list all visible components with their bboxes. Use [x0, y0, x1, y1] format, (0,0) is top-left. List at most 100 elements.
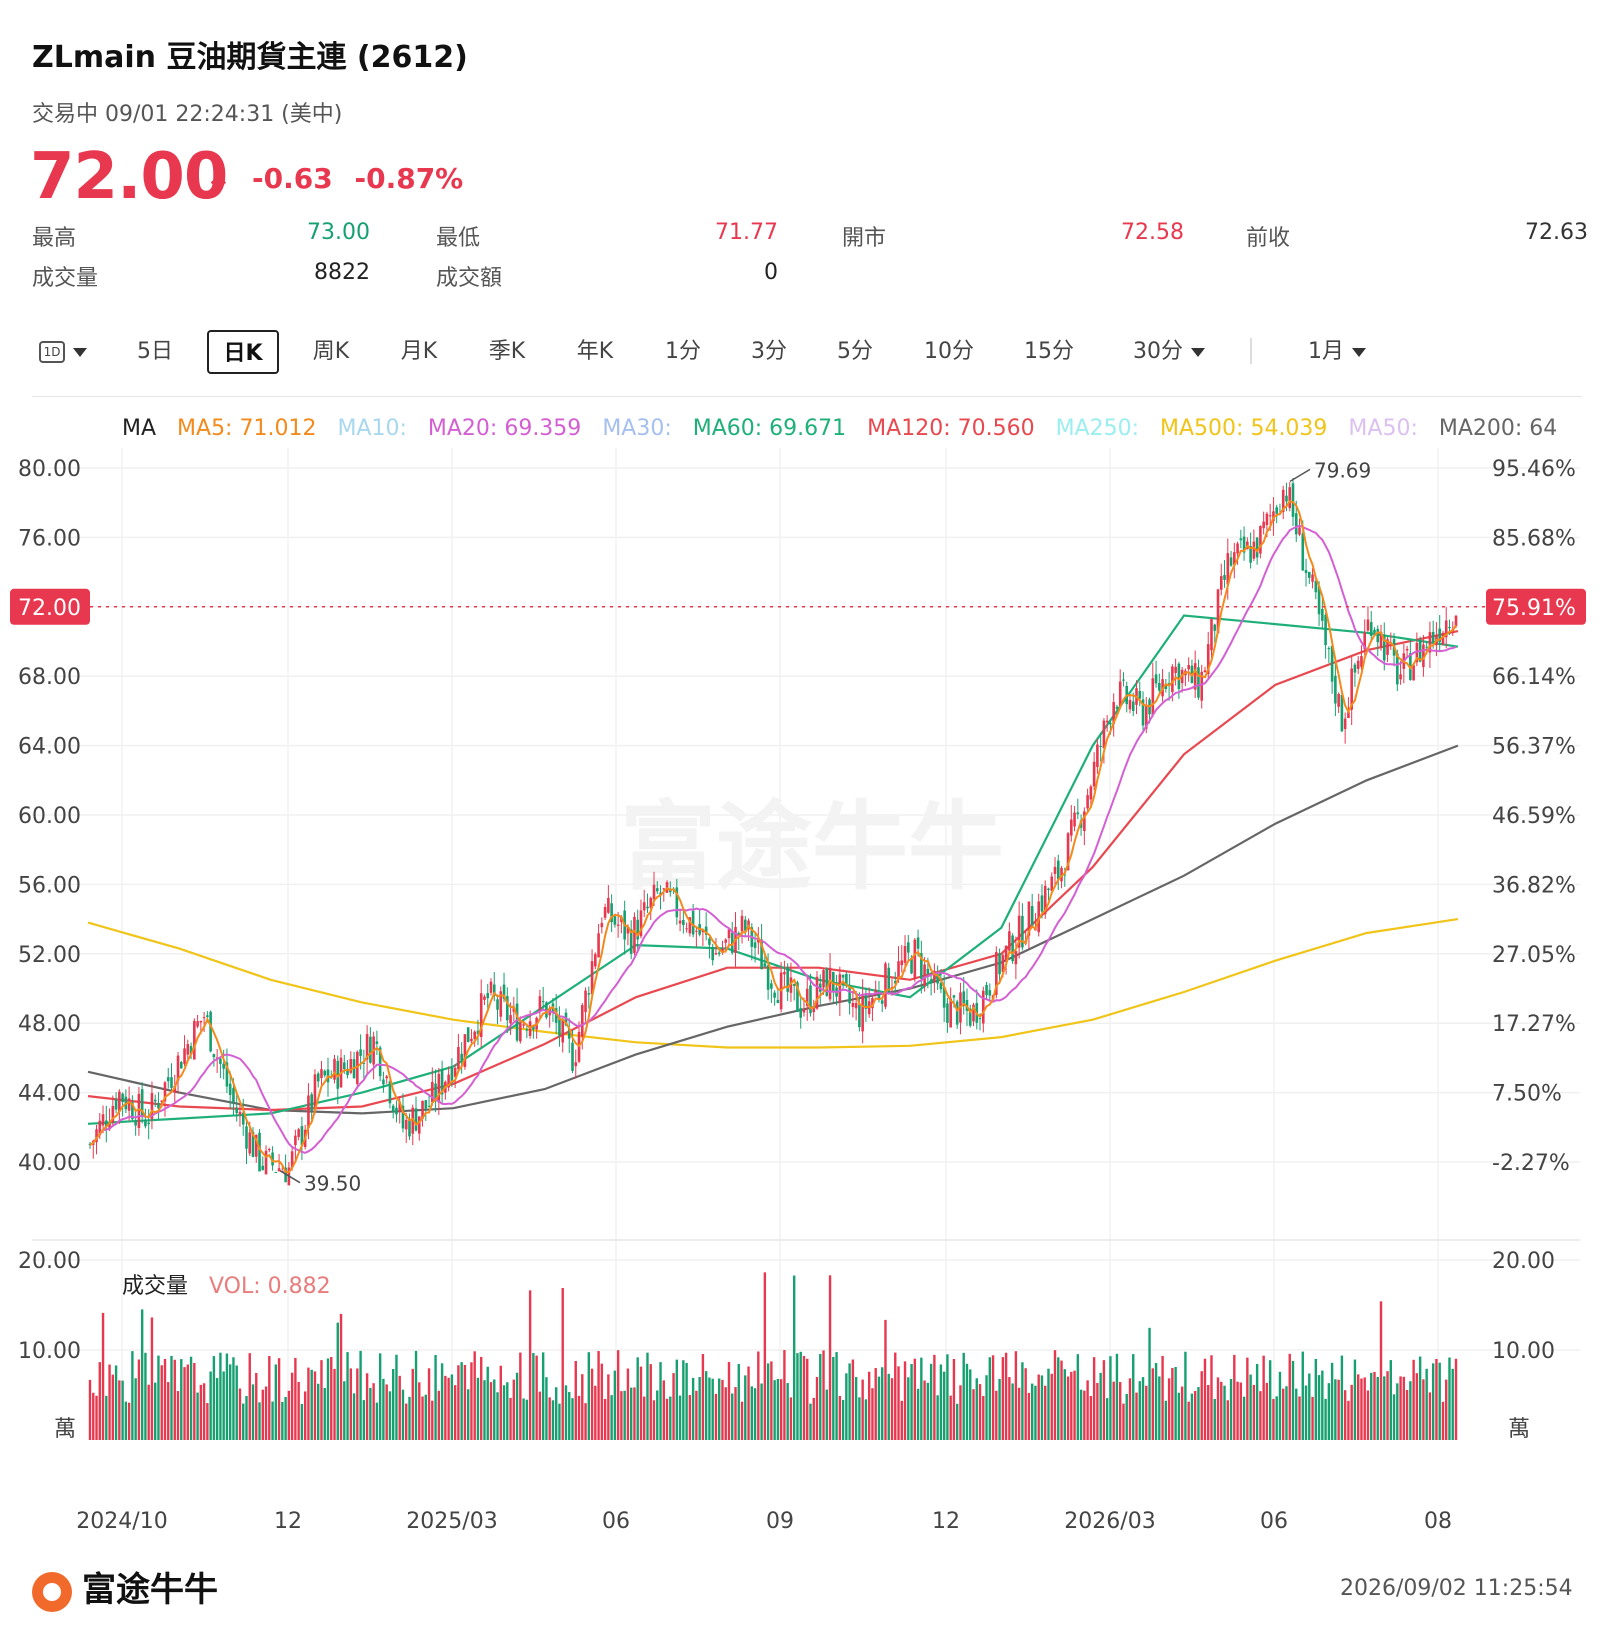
candle [476, 1030, 480, 1035]
volume-bar [551, 1400, 555, 1440]
tab-1min[interactable]: 1分 [665, 339, 701, 364]
candle [920, 953, 923, 979]
candle [228, 1083, 232, 1095]
volume-bar [571, 1398, 574, 1440]
candle [1281, 489, 1285, 513]
volume-bar [1122, 1403, 1125, 1440]
tab-15min[interactable]: 15分 [1024, 339, 1074, 364]
ma500-label: MA500: 54.039 [1160, 416, 1328, 441]
x-tick-label: 2024/10 [76, 1509, 167, 1534]
volume-bar [268, 1355, 271, 1440]
candle [760, 939, 763, 970]
volume-bar [1291, 1360, 1295, 1440]
volume-bar [962, 1352, 965, 1440]
candle [1105, 720, 1109, 723]
volume-bar [1438, 1362, 1441, 1440]
tab-30min[interactable]: 30分 [1114, 330, 1224, 374]
volume-bar [933, 1354, 936, 1440]
volume-bar [395, 1354, 398, 1440]
candle [212, 1054, 216, 1058]
tab-10min[interactable]: 10分 [924, 339, 974, 364]
candle [131, 1102, 134, 1120]
volume-bar [600, 1363, 604, 1440]
candle [1291, 483, 1295, 517]
candle [590, 961, 594, 995]
volume-bar [721, 1379, 724, 1440]
volume-bar [1128, 1378, 1132, 1440]
volume-bar [98, 1362, 101, 1440]
high-pointer [1289, 468, 1311, 483]
candle [1226, 553, 1230, 585]
volume-bar [665, 1398, 669, 1440]
volume-bar [1184, 1351, 1187, 1440]
volume-bar [1040, 1375, 1044, 1440]
tab-1d[interactable]: 1D [32, 330, 94, 374]
volume-bar [1050, 1373, 1053, 1440]
volume-bar [548, 1397, 551, 1440]
candle [258, 1132, 261, 1172]
tab-5min[interactable]: 5分 [837, 339, 873, 364]
volume-bar [1158, 1376, 1161, 1440]
candle [822, 970, 825, 988]
price-chart[interactable]: 80.00 95.46% 76.00 85.68% 68.00 66.14% 64.00 56… [0, 430, 1600, 1540]
vol-unit-label: 萬 [54, 1417, 76, 1442]
volume-bar [678, 1395, 682, 1440]
volume-bar [502, 1385, 506, 1440]
volume-bar [1330, 1362, 1334, 1440]
candle [910, 957, 913, 974]
volume-bar [1418, 1356, 1422, 1440]
volume-bar [330, 1356, 333, 1440]
candle [1115, 706, 1119, 709]
candle [890, 987, 894, 989]
tab-3min[interactable]: 3分 [751, 339, 787, 364]
candle [802, 1009, 806, 1013]
candle [1343, 718, 1347, 730]
tab-1month[interactable]: 1月 [1282, 330, 1392, 374]
candle [1259, 526, 1262, 554]
volume-bar [281, 1401, 284, 1440]
candle [616, 924, 620, 926]
volume-bar [140, 1309, 144, 1440]
volume-bar [779, 1379, 783, 1440]
volume-bar [841, 1399, 845, 1440]
volume-bar [1255, 1363, 1259, 1440]
y-tick-label: 52.00 [18, 943, 81, 968]
volume-bar [763, 1272, 767, 1440]
candle [492, 984, 496, 996]
candle [587, 993, 591, 995]
tab-daily-k[interactable]: 日K [207, 330, 279, 374]
candle [196, 1021, 199, 1027]
candle [414, 1108, 418, 1131]
candle [1249, 546, 1252, 563]
tab-weekly-k[interactable]: 周K [312, 339, 350, 364]
volume-bar [1070, 1371, 1073, 1440]
candle [453, 1067, 457, 1077]
x-tick-label: 12 [932, 1509, 960, 1534]
volume-bar [163, 1358, 167, 1440]
tab-5day[interactable]: 5日 [137, 339, 173, 364]
candle [864, 993, 868, 1010]
volume-bar [1233, 1354, 1236, 1440]
volume-bar [646, 1352, 649, 1440]
volume-bar [258, 1402, 261, 1440]
volume-bar [1001, 1357, 1005, 1440]
volume-bar [695, 1390, 698, 1440]
volume-bar [832, 1356, 835, 1440]
volume-bar [111, 1374, 115, 1440]
candle [916, 937, 920, 949]
candle [140, 1089, 144, 1117]
volume-bar [401, 1389, 405, 1440]
volume-bar [232, 1357, 235, 1440]
volume-bar [1109, 1356, 1112, 1440]
volume-bar [851, 1359, 855, 1440]
tab-quarterly-k[interactable]: 季K [488, 339, 526, 364]
candle [307, 1095, 310, 1129]
candle [1422, 644, 1425, 667]
volume-bar [1396, 1383, 1399, 1440]
tab-yearly-k[interactable]: 年K [576, 339, 614, 364]
volume-bar [391, 1369, 395, 1440]
candle [183, 1048, 186, 1064]
tab-monthly-k[interactable]: 月K [400, 339, 438, 364]
candle [789, 977, 793, 993]
candle [1060, 867, 1063, 882]
